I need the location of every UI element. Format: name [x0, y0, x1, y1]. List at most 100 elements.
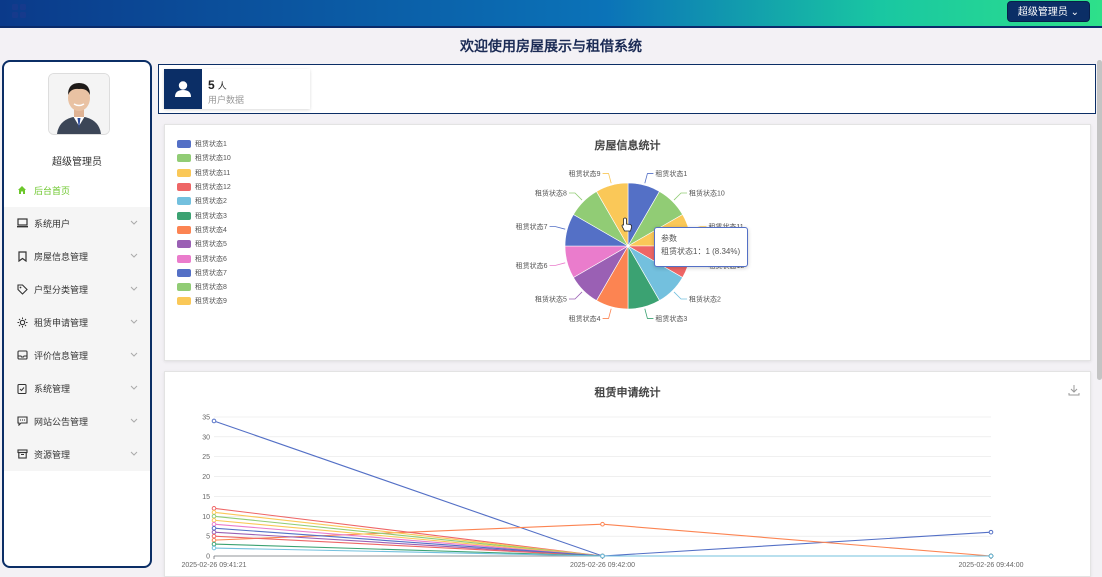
sidebar-item-dashboard[interactable]: 后台首页: [4, 174, 150, 207]
chevron-down-icon: [130, 319, 138, 324]
series-line[interactable]: [213, 523, 992, 557]
sidebar-item-system-users[interactable]: 系统用户: [4, 207, 150, 240]
user-count-unit: 人: [217, 81, 227, 91]
bookmark-icon: [16, 250, 28, 262]
page-title: 欢迎使用房屋展示与租借系统: [460, 38, 642, 54]
data-point[interactable]: [211, 545, 217, 551]
data-point[interactable]: [211, 537, 217, 543]
monitor-icon: [16, 217, 28, 229]
pie-legend-item[interactable]: 租赁状态4: [177, 223, 231, 237]
pie-legend-item[interactable]: 租赁状态2: [177, 194, 231, 208]
clipboard-icon: [16, 382, 28, 394]
legend-label: 租赁状态7: [195, 269, 227, 277]
pie-legend-item[interactable]: 租赁状态8: [177, 280, 231, 294]
data-point[interactable]: [600, 521, 605, 527]
pie-slice-label: 租赁状态7: [516, 222, 548, 231]
pointer-cursor-icon: [621, 217, 632, 232]
apps-grid-icon[interactable]: [12, 4, 26, 18]
user-photo-icon: [49, 74, 109, 134]
series-line[interactable]: [213, 507, 991, 557]
pie-legend-item[interactable]: 租赁状态9: [177, 294, 231, 308]
house-info-chart-card: 房屋信息统计 租赁状态1 租赁状态10 租赁状态11 租赁状态12 租赁状态2 租赁状态3…: [164, 124, 1091, 361]
series-line[interactable]: [213, 523, 991, 557]
sidebar-item-label: 评价信息管理: [34, 350, 89, 361]
data-point[interactable]: [211, 517, 217, 523]
data-point[interactable]: [600, 553, 605, 559]
y-tick-label: 20: [202, 474, 210, 481]
data-point[interactable]: [988, 553, 994, 559]
data-point[interactable]: [211, 525, 217, 531]
sidebar-menu-group: 系统用户 房屋信息管理 户型分类管理 租赁申请管理 评价信息管理 系统管理: [4, 207, 150, 471]
chevron-down-icon: [130, 220, 138, 225]
page-scrollbar[interactable]: [1097, 60, 1102, 380]
sidebar-item-announcements[interactable]: 网站公告管理: [4, 405, 150, 438]
data-point[interactable]: [211, 533, 217, 539]
chevron-down-icon: [130, 418, 138, 423]
pie-legend-item[interactable]: 租赁状态6: [177, 251, 231, 265]
data-point[interactable]: [211, 529, 217, 535]
data-point[interactable]: [211, 506, 217, 511]
legend-swatch: [177, 183, 191, 192]
legend-label: 租赁状态1: [195, 141, 227, 149]
user-icon: [164, 69, 202, 109]
sidebar-menu: 后台首页 系统用户 房屋信息管理 户型分类管理 租赁申请管理 评价信息管理: [4, 174, 150, 471]
chevron-down-icon: [130, 385, 138, 390]
sidebar-item-resources[interactable]: 资源管理: [4, 438, 150, 471]
chevron-down-icon: ⌄: [1070, 7, 1079, 18]
legend-label: 租赁状态10: [195, 155, 231, 163]
pie-slice-label: 租赁状态1: [655, 169, 687, 178]
data-point[interactable]: [211, 418, 217, 424]
data-point[interactable]: [211, 510, 217, 515]
pie-legend: 租赁状态1 租赁状态10 租赁状态11 租赁状态12 租赁状态2 租赁状态3 租赁状态4 租赁…: [177, 137, 231, 309]
data-point[interactable]: [211, 513, 217, 519]
pie-legend-item[interactable]: 租赁状态1: [177, 137, 231, 151]
pie-slice-label: 租赁状态8: [535, 188, 567, 197]
sidebar-item-label: 租赁申请管理: [34, 317, 89, 328]
pie-slice[interactable]: [596, 182, 629, 248]
data-point[interactable]: [211, 541, 217, 547]
legend-swatch: [177, 168, 191, 177]
admin-dropdown-button[interactable]: 超级管理员 ⌄: [1006, 1, 1090, 22]
pie-legend-item[interactable]: 租赁状态5: [177, 237, 231, 251]
message-icon: [16, 415, 28, 427]
chevron-down-icon: [130, 451, 138, 456]
legend-swatch: [177, 240, 191, 249]
download-icon[interactable]: [1068, 384, 1080, 396]
pie-slice-label: 租赁状态3: [655, 314, 687, 323]
pie-tooltip-title: 参数: [661, 234, 677, 243]
data-point[interactable]: [988, 529, 994, 535]
pie-label-line: [602, 308, 612, 319]
pie-label-line: [602, 173, 612, 184]
avatar: [48, 73, 110, 135]
pie-chart-title: 房屋信息统计: [594, 140, 661, 152]
legend-swatch: [177, 140, 191, 149]
pie-slice-label: 租赁状态2: [689, 295, 721, 304]
data-point[interactable]: [211, 521, 217, 527]
sidebar-item-reviews[interactable]: 评价信息管理: [4, 339, 150, 372]
sidebar-item-house-type[interactable]: 户型分类管理: [4, 273, 150, 306]
y-tick-label: 5: [206, 534, 210, 541]
legend-label: 租赁状态5: [195, 241, 227, 249]
sidebar-item-rental-application[interactable]: 租赁申请管理: [4, 306, 150, 339]
sidebar-item-label: 系统用户: [34, 218, 71, 229]
archive-icon: [16, 448, 28, 460]
pie-label-line: [644, 308, 654, 319]
sidebar-item-label: 后台首页: [34, 185, 71, 196]
sidebar-item-house-info[interactable]: 房屋信息管理: [4, 240, 150, 273]
sidebar-item-system-management[interactable]: 系统管理: [4, 372, 150, 405]
pie-legend-item[interactable]: 租赁状态11: [177, 166, 231, 180]
y-tick-label: 35: [202, 415, 210, 422]
pie-legend-item[interactable]: 租赁状态3: [177, 208, 231, 222]
pie-legend-item[interactable]: 租赁状态10: [177, 151, 231, 165]
legend-label: 租赁状态6: [195, 255, 227, 263]
pie-legend-item[interactable]: 租赁状态7: [177, 266, 231, 280]
pie-label-line: [568, 192, 583, 201]
rental-application-chart-card: 租赁申请统计 0 5 10 15 20 25 30 35 2025-02-26 09:41:21…: [164, 371, 1091, 577]
legend-swatch: [177, 283, 191, 292]
tag-icon: [16, 283, 28, 295]
home-icon: [16, 184, 28, 196]
pie-slice-label: 租赁状态9: [569, 169, 601, 178]
pie-slice-label: 租赁状态4: [569, 314, 601, 323]
pie-legend-item[interactable]: 租赁状态12: [177, 180, 231, 194]
